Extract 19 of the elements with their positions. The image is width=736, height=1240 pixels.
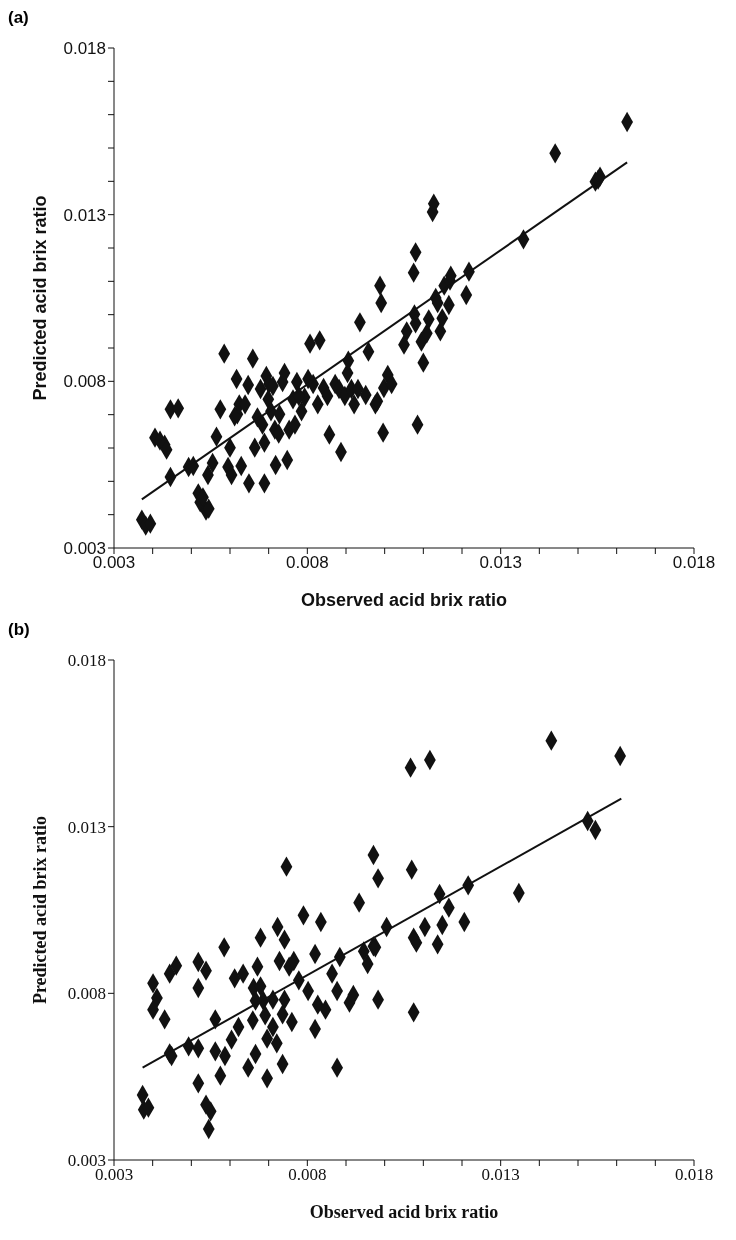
x-tick-label: 0.003 — [94, 1165, 134, 1185]
x-tick-label: 0.018 — [674, 1165, 714, 1185]
y-tick-label: 0.018 — [63, 39, 106, 59]
y-axis-title: Predicted acid brix ratio — [30, 195, 51, 401]
y-axis-title: Predicted acid brix ratio — [30, 815, 51, 1005]
y-tick-label: 0.008 — [63, 372, 106, 392]
y-tick-label: 0.018 — [67, 651, 106, 671]
x-axis-title: Observed acid brix ratio — [300, 590, 508, 610]
x-tick-label: 0.008 — [288, 1165, 327, 1185]
chart-title: (b) — [8, 620, 30, 640]
y-tick-label: 0.008 — [67, 984, 106, 1004]
chart-title: (a) — [8, 8, 29, 28]
y-tick-label: 0.013 — [67, 817, 106, 837]
x-tick-label: 0.008 — [286, 553, 329, 573]
x-axis-title: Observed acid brix ratio — [309, 1202, 499, 1222]
x-tick-label: 0.013 — [479, 553, 522, 573]
x-tick-label: 0.018 — [672, 553, 716, 573]
x-tick-label: 0.013 — [481, 1165, 520, 1185]
y-tick-label: 0.013 — [63, 205, 106, 225]
